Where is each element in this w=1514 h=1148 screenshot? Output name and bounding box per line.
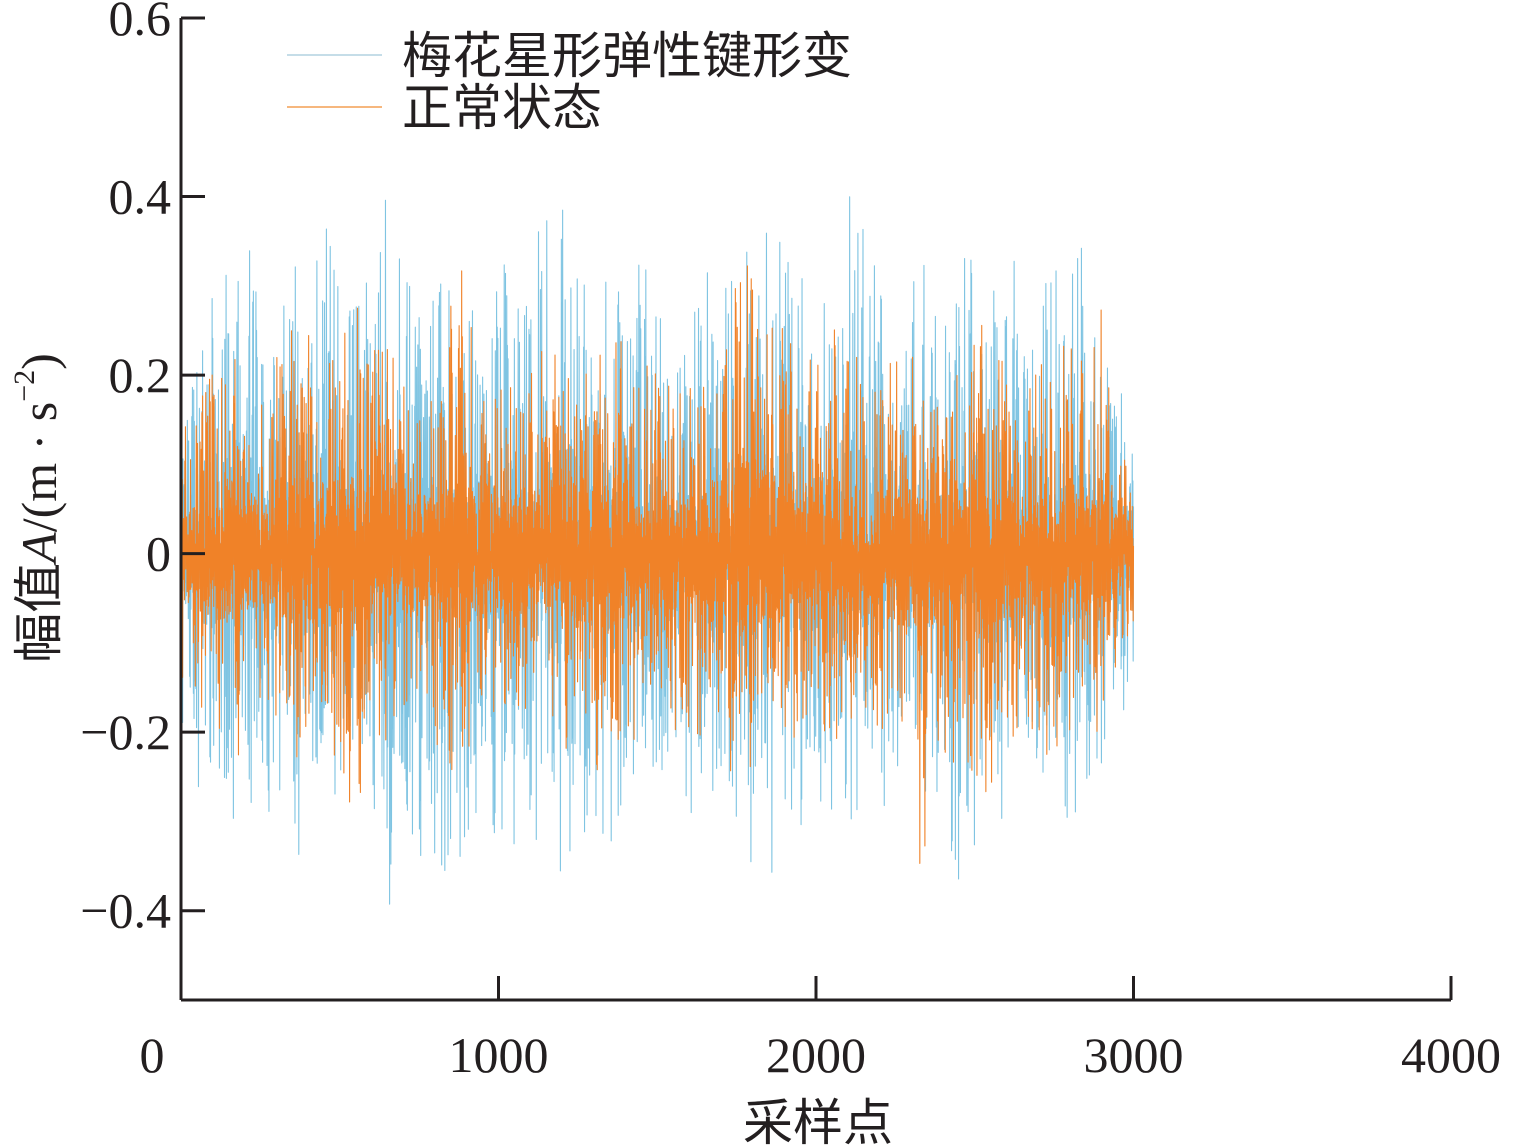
y-tick-label: 0.2 xyxy=(109,347,172,403)
y-axis-title-unit: /(m · s xyxy=(11,402,67,533)
x-tick-label: 4000 xyxy=(1401,1027,1501,1083)
x-axis-title: 采样点 xyxy=(743,1094,893,1148)
axes: −0.4 −0.2 0 0.2 0.4 0.6 0 1000 2000 3000 4000 xyxy=(80,0,1501,1083)
y-tick-label: 0.4 xyxy=(109,169,172,225)
y-tick-label: 0 xyxy=(146,526,171,582)
y-tick-label: −0.2 xyxy=(80,704,171,760)
legend-label-0: 梅花星形弹性键形变 xyxy=(402,27,852,85)
y-tick-label: −0.4 xyxy=(80,883,171,939)
legend-label-1: 正常状态 xyxy=(402,79,602,137)
x-tick-label: 3000 xyxy=(1084,1027,1184,1083)
y-axis-title-close: ) xyxy=(11,353,67,370)
x-tick-label: 0 xyxy=(140,1027,165,1083)
y-ticks: −0.4 −0.2 0 0.2 0.4 0.6 xyxy=(80,0,205,939)
plot-area xyxy=(180,196,1135,905)
y-axis-title-exponent: −2 xyxy=(8,370,41,402)
y-axis-title-var: A xyxy=(11,532,67,566)
y-axis-title: 幅值A/(m · s−2) xyxy=(8,353,68,663)
y-tick-label: 0.6 xyxy=(109,0,172,46)
series-layer xyxy=(180,196,1135,905)
y-axis-title-main: 幅值 xyxy=(10,563,68,663)
x-tick-label: 1000 xyxy=(449,1027,549,1083)
series-line-1 xyxy=(180,265,1135,864)
x-ticks: 0 1000 2000 3000 4000 xyxy=(140,976,1501,1083)
x-tick-label: 2000 xyxy=(766,1027,866,1083)
